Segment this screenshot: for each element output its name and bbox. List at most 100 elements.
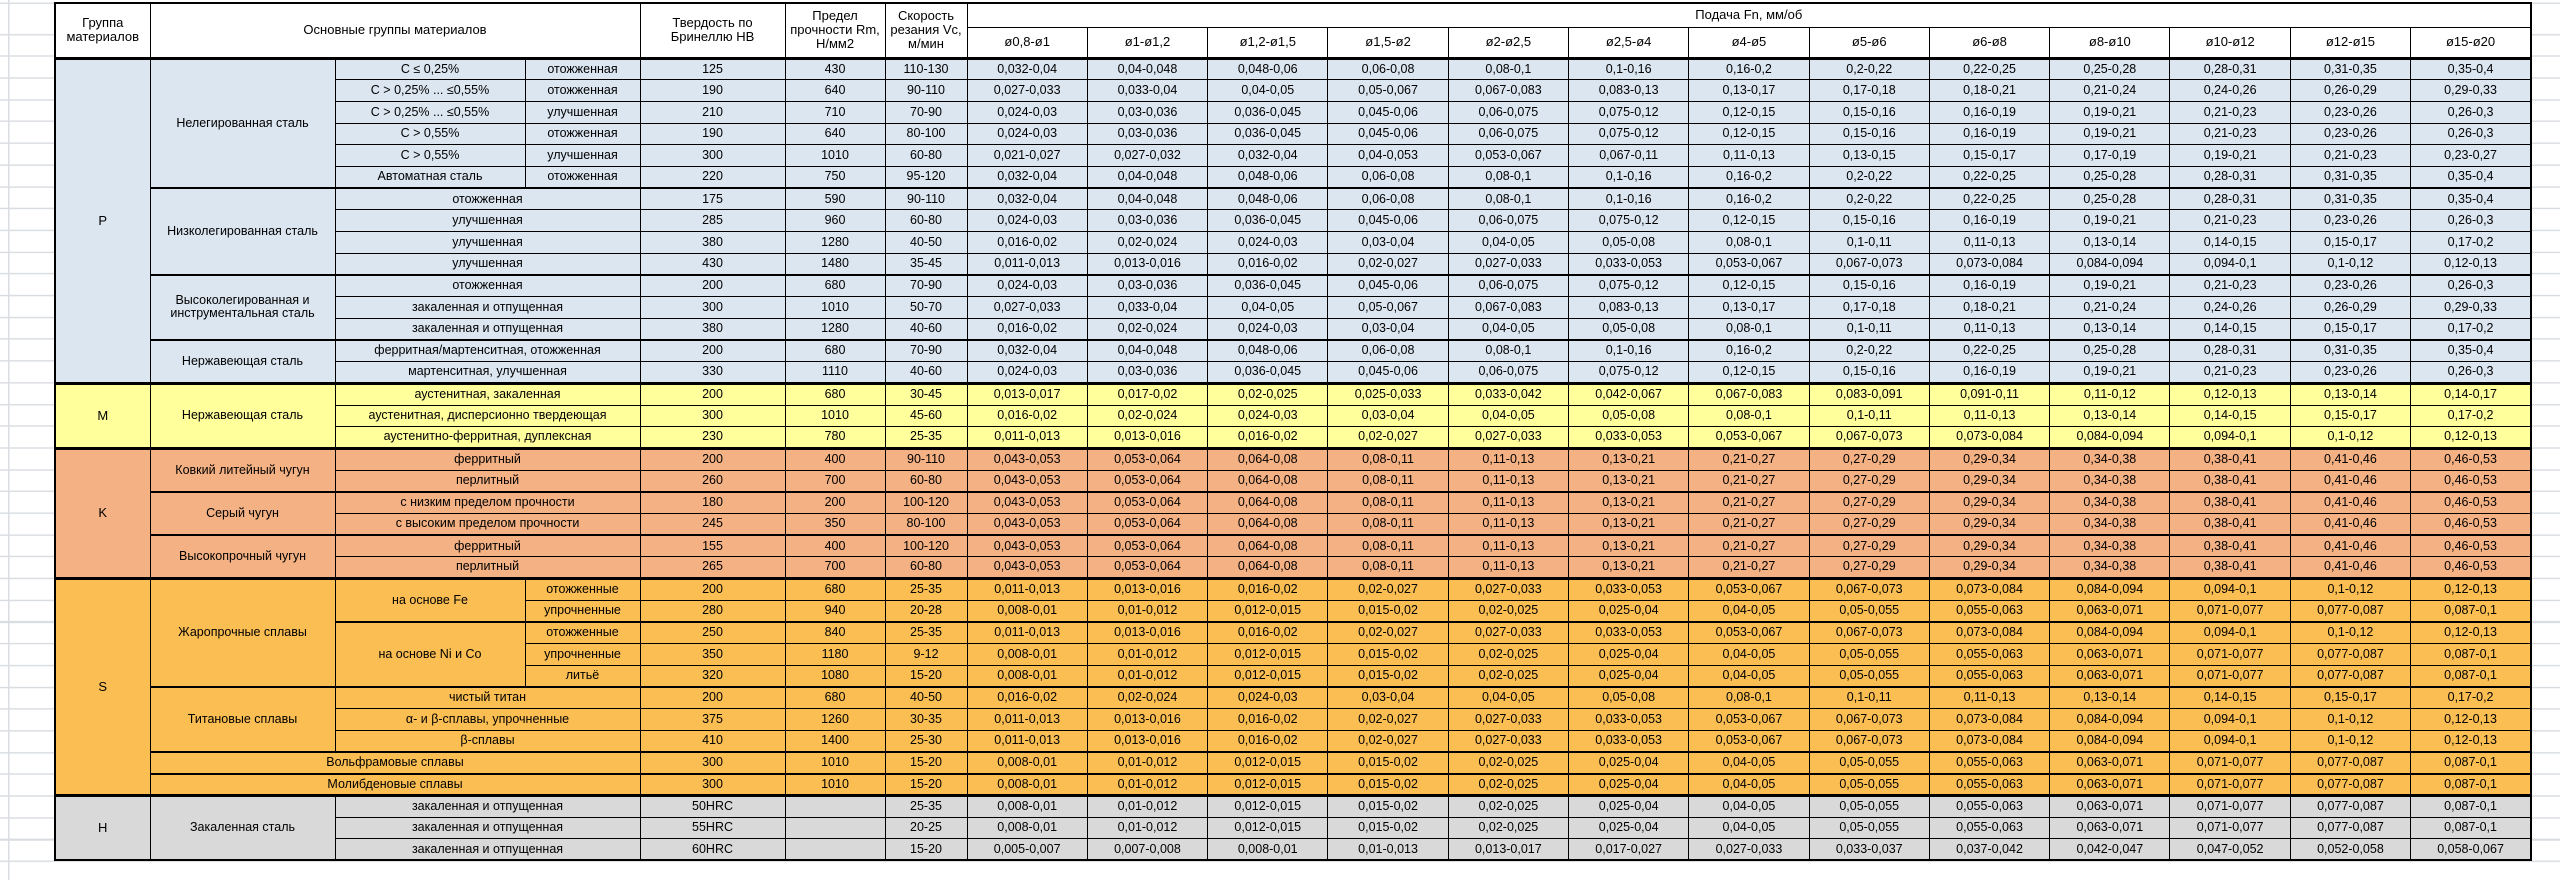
hb-cell[interactable]: 380 [639,317,786,341]
feed-cell[interactable]: 0,15-0,16 [1808,361,1930,384]
feed-cell[interactable]: 0,083-0,13 [1567,296,1690,319]
feed-cell[interactable]: 0,083-0,13 [1567,79,1690,102]
feed-cell[interactable]: 0,17-0,18 [1808,79,1930,102]
col-header-cutting-speed[interactable]: Скорость резания Vc, м/мин [884,2,968,59]
vc-cell[interactable]: 15-20 [884,664,968,688]
rm-cell[interactable]: 640 [784,79,886,102]
feed-cell[interactable]: 0,027-0,033 [966,79,1088,102]
feed-cell[interactable]: 0,077-0,087 [2289,664,2412,688]
hb-cell[interactable]: 430 [639,252,786,276]
feed-cell[interactable]: 0,15-0,16 [1808,273,1930,298]
feed-cell[interactable]: 0,14-0,15 [2169,404,2291,428]
material-cell[interactable]: Нелегированная сталь [149,56,336,189]
rm-cell[interactable]: 710 [784,100,886,124]
feed-cell[interactable]: 0,013-0,016 [1086,620,1209,645]
feed-cell[interactable]: 0,1-0,12 [2289,708,2412,731]
feed-cell[interactable]: 0,17-0,19 [2049,144,2171,167]
feed-cell[interactable]: 0,46-0,53 [2410,446,2532,471]
state-cell[interactable]: аустенитная, закаленная [334,381,641,406]
feed-cell[interactable]: 0,067-0,073 [1808,620,1930,645]
feed-cell[interactable]: 0,34-0,38 [2049,512,2171,536]
feed-cell[interactable]: 0,19-0,21 [2169,144,2291,167]
group-cell-K[interactable]: K [54,446,151,580]
feed-cell[interactable]: 0,027-0,033 [1447,252,1570,276]
state-cell[interactable]: улучшенная [524,100,641,124]
feed-cell[interactable]: 0,2-0,22 [1808,338,1930,363]
feed-cell[interactable]: 0,067-0,083 [1447,296,1570,319]
feed-cell[interactable]: 0,087-0,1 [2410,664,2532,688]
rm-cell[interactable]: 680 [784,577,886,601]
col-header-strength[interactable]: Предел прочности Rm, Н/мм2 [784,2,886,59]
feed-cell[interactable]: 0,04-0,05 [1688,816,1810,840]
feed-cell[interactable]: 0,094-0,1 [2169,426,2291,449]
feed-cell[interactable]: 0,052-0,058 [2289,838,2412,861]
feed-cell[interactable]: 0,073-0,084 [1928,252,2051,276]
feed-cell[interactable]: 0,071-0,077 [2169,751,2291,775]
vc-cell[interactable]: 35-45 [884,252,968,276]
state-cell[interactable]: аустенитно-ферритная, дуплексная [334,426,641,449]
feed-col-header[interactable]: ø6-ø8 [1928,26,2051,59]
feed-cell[interactable]: 0,01-0,012 [1086,772,1209,796]
feed-cell[interactable]: 0,025-0,033 [1327,381,1449,406]
feed-cell[interactable]: 0,04-0,05 [1688,751,1810,775]
feed-cell[interactable]: 0,04-0,05 [1447,685,1570,710]
feed-cell[interactable]: 0,29-0,34 [1928,512,2051,536]
feed-cell[interactable]: 0,11-0,13 [1928,685,2051,710]
feed-cell[interactable]: 0,24-0,26 [2169,79,2291,102]
feed-cell[interactable]: 0,03-0,036 [1086,361,1209,384]
feed-cell[interactable]: 0,21-0,24 [2049,296,2171,319]
feed-cell[interactable]: 0,008-0,01 [1207,838,1329,861]
feed-cell[interactable]: 0,22-0,25 [1928,338,2051,363]
vc-cell[interactable]: 60-80 [884,469,968,493]
feed-cell[interactable]: 0,27-0,29 [1808,556,1930,579]
feed-cell[interactable]: 0,013-0,016 [1086,729,1209,753]
feed-cell[interactable]: 0,067-0,11 [1567,144,1690,167]
feed-cell[interactable]: 0,094-0,1 [2169,729,2291,753]
feed-cell[interactable]: 0,46-0,53 [2410,469,2532,493]
feed-cell[interactable]: 0,063-0,071 [2049,599,2171,623]
feed-cell[interactable]: 0,008-0,01 [966,793,1088,818]
feed-cell[interactable]: 0,29-0,33 [2410,296,2532,319]
feed-cell[interactable]: 0,024-0,03 [966,273,1088,298]
hb-cell[interactable]: 300 [639,772,786,796]
feed-cell[interactable]: 0,037-0,042 [1928,838,2051,861]
hb-cell[interactable]: 210 [639,100,786,124]
feed-cell[interactable]: 0,28-0,31 [2169,165,2291,189]
state-cell[interactable]: с низким пределом прочности [334,490,641,514]
feed-cell[interactable]: 0,21-0,27 [1688,446,1810,471]
feed-cell[interactable]: 0,1-0,12 [2289,620,2412,645]
feed-cell[interactable]: 0,087-0,1 [2410,751,2532,775]
feed-cell[interactable]: 0,41-0,46 [2289,534,2412,558]
feed-cell[interactable]: 0,41-0,46 [2289,469,2412,493]
vc-cell[interactable]: 40-50 [884,231,968,254]
state-cell[interactable]: отожженная [524,79,641,102]
feed-cell[interactable]: 0,04-0,048 [1086,165,1209,189]
feed-cell[interactable]: 0,027-0,033 [1447,620,1570,645]
state-cell[interactable]: отожженная [334,273,641,298]
feed-cell[interactable]: 0,063-0,071 [2049,793,2171,818]
feed-cell[interactable]: 0,084-0,094 [2049,252,2171,276]
feed-cell[interactable]: 0,05-0,08 [1567,685,1690,710]
feed-cell[interactable]: 0,025-0,04 [1567,599,1690,623]
rm-cell[interactable]: 1080 [784,664,886,688]
hb-cell[interactable]: 250 [639,620,786,645]
material-cell[interactable]: Закаленная сталь [149,793,336,861]
feed-cell[interactable]: 0,04-0,053 [1327,144,1449,167]
feed-cell[interactable]: 0,02-0,024 [1086,404,1209,428]
feed-col-header[interactable]: ø2-ø2,5 [1447,26,1570,59]
hb-cell[interactable]: 200 [639,273,786,298]
feed-cell[interactable]: 0,08-0,1 [1688,317,1810,341]
feed-cell[interactable]: 0,064-0,08 [1207,446,1329,471]
feed-cell[interactable]: 0,027-0,033 [1447,426,1570,449]
feed-cell[interactable]: 0,05-0,055 [1808,664,1930,688]
hb-cell[interactable]: 245 [639,512,786,536]
vc-cell[interactable]: 25-35 [884,793,968,818]
state-cell[interactable]: упрочненные [524,599,641,623]
feed-cell[interactable]: 0,16-0,2 [1688,187,1810,211]
feed-cell[interactable]: 0,084-0,094 [2049,620,2171,645]
feed-cell[interactable]: 0,025-0,04 [1567,793,1690,818]
feed-cell[interactable]: 0,05-0,067 [1327,296,1449,319]
feed-cell[interactable]: 0,077-0,087 [2289,643,2412,666]
rm-cell[interactable]: 1260 [784,708,886,731]
feed-cell[interactable]: 0,11-0,13 [1928,231,2051,254]
